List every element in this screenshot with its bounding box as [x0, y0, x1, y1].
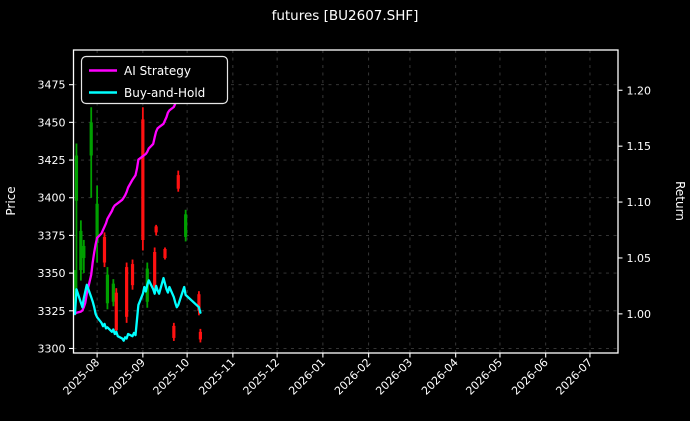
plot-border — [72, 49, 619, 354]
return-axis-label: Return — [673, 181, 687, 221]
date-tick-label: 2025-08 — [61, 356, 103, 398]
tick-marks — [69, 84, 623, 358]
return-tick-label: 1.00 — [627, 308, 652, 321]
date-tick-label: 2026-01 — [286, 356, 328, 398]
price-tick-label: 3350 — [38, 267, 66, 280]
date-tick-label: 2025-12 — [241, 356, 283, 398]
price-tick-label: 3425 — [38, 154, 66, 167]
date-tick-label: 2026-07 — [553, 356, 595, 398]
legend: AI Strategy Buy-and-Hold — [80, 55, 229, 105]
price-tick-label: 3400 — [38, 192, 66, 205]
date-tick-label: 2026-02 — [332, 356, 374, 398]
legend-label-ai-strategy: AI Strategy — [124, 64, 191, 78]
price-tick-label: 3475 — [38, 79, 66, 92]
date-tick-label: 2025-10 — [151, 356, 193, 398]
date-tick-label: 2026-06 — [509, 356, 551, 398]
date-tick-label: 2026-04 — [419, 356, 461, 398]
date-tick-label: 2025-11 — [196, 356, 238, 398]
buy-and-hold-line — [73, 276, 202, 342]
return-tick-label: 1.05 — [627, 252, 652, 265]
return-tick-label: 1.10 — [627, 196, 652, 209]
gridlines — [73, 50, 618, 353]
date-tick-label: 2026-05 — [463, 356, 505, 398]
price-tick-label: 3375 — [38, 229, 66, 242]
legend-box — [80, 55, 229, 105]
return-tick-label: 1.15 — [627, 140, 652, 153]
tick-labels: 3300 3325 3350 3375 3400 3425 3450 3475 1.00 1.05… — [38, 79, 652, 398]
price-tick-label: 3450 — [38, 116, 66, 129]
date-tick-label: 2026-03 — [373, 356, 415, 398]
chart-title: futures [BU2607.SHF] — [272, 8, 419, 24]
price-axis-label: Price — [4, 186, 18, 215]
price-tick-label: 3325 — [38, 305, 66, 318]
date-tick-label: 2025-09 — [106, 356, 148, 398]
price-tick-label: 3300 — [38, 342, 66, 355]
return-tick-label: 1.20 — [627, 84, 652, 97]
ai-strategy-line — [73, 83, 202, 316]
candlesticks — [73, 107, 203, 343]
legend-label-buy-and-hold: Buy-and-Hold — [124, 86, 205, 100]
